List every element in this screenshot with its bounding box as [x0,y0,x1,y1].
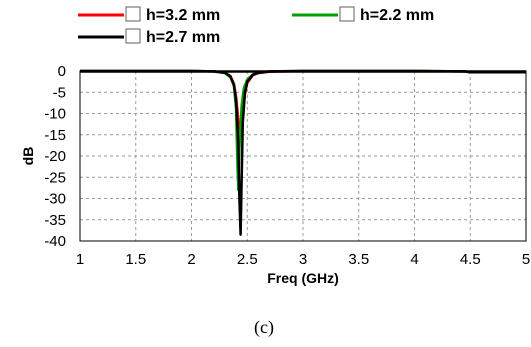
y-axis-label: dB [20,147,36,166]
legend-label: h=2.2 mm [360,7,434,24]
y-tick-label: -15 [44,127,66,144]
legend-entry-1: h=3.2 mm [78,6,220,24]
x-tick-label: 1.5 [125,251,146,268]
legend-checkbox[interactable] [339,6,355,22]
legend: h=3.2 mm h=2.2 mm h=2.7 mm [78,6,434,46]
y-tick-label: -10 [44,106,66,123]
y-tick-label: -5 [53,84,66,101]
y-tick-label: 0 [58,63,66,80]
x-tick-label: 4.5 [460,251,481,268]
legend-entry-2: h=2.2 mm [292,6,434,24]
x-tick-label: 2.5 [237,251,258,268]
figure-caption: (c) [254,317,274,338]
legend-checkbox[interactable] [125,6,141,22]
x-tick-label: 1 [76,251,84,268]
y-tick-label: -20 [44,148,66,165]
grid [80,71,526,241]
x-axis: 1 1.5 2 2.5 3 3.5 4 4.5 5 [76,251,530,268]
x-tick-label: 2 [187,251,195,268]
plot-frame [79,70,527,242]
legend-label: h=3.2 mm [146,7,220,24]
legend-entry-3: h=2.7 mm [78,28,220,46]
x-tick-label: 3 [299,251,307,268]
y-tick-label: -30 [44,191,66,208]
y-tick-label: -25 [44,169,66,186]
legend-checkbox[interactable] [125,28,141,44]
x-axis-label: Freq (GHz) [267,270,339,286]
legend-label: h=2.7 mm [146,29,220,46]
x-tick-label: 3.5 [348,251,369,268]
y-axis: 0 -5 -10 -15 -20 -25 -30 -35 -40 [44,63,66,250]
x-tick-label: 4 [410,251,418,268]
y-tick-label: -40 [44,233,66,250]
y-tick-label: -35 [44,212,66,229]
x-tick-label: 5 [522,251,530,268]
